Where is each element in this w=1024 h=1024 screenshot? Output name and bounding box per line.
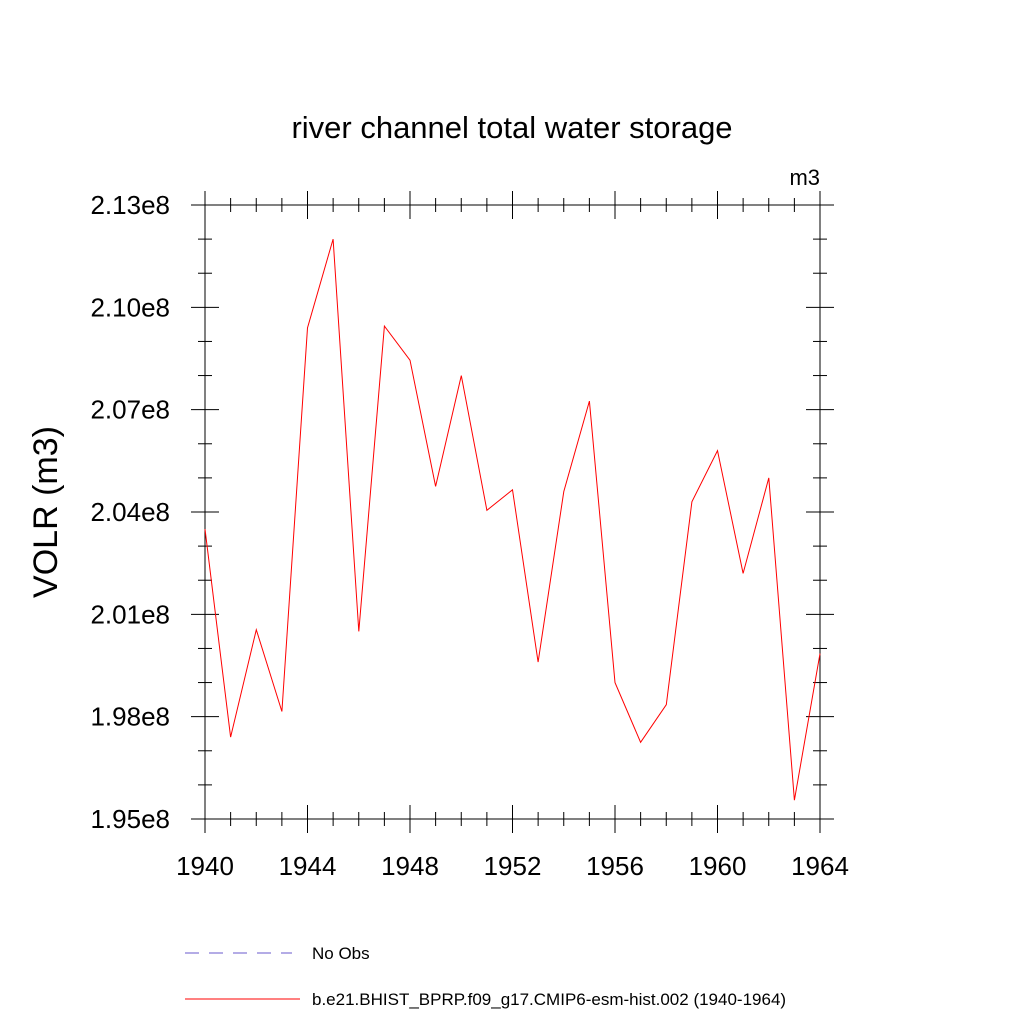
y-axis-label: VOLR (m3) bbox=[27, 426, 65, 598]
y-tick-label: 2.13e8 bbox=[90, 190, 170, 220]
series-line bbox=[204, 238, 821, 801]
legend: No Obs b.e21.BHIST_BPRP.f09_g17.CMIP6-es… bbox=[185, 944, 786, 1009]
chart-title: river channel total water storage bbox=[291, 110, 732, 145]
y-tick-label: 2.04e8 bbox=[90, 497, 170, 527]
x-tick-label: 1964 bbox=[791, 851, 849, 881]
x-tick-label: 1960 bbox=[689, 851, 747, 881]
axis-ticks bbox=[191, 191, 834, 833]
y-tick-label: 1.95e8 bbox=[90, 804, 170, 834]
x-tick-label: 1956 bbox=[586, 851, 644, 881]
legend-label-model: b.e21.BHIST_BPRP.f09_g17.CMIP6-esm-hist.… bbox=[312, 990, 786, 1009]
units-label: m3 bbox=[789, 165, 820, 190]
y-tick-label: 2.10e8 bbox=[90, 292, 170, 322]
x-tick-label: 1952 bbox=[484, 851, 542, 881]
y-tick-label: 2.07e8 bbox=[90, 395, 170, 425]
y-tick-label: 2.01e8 bbox=[90, 599, 170, 629]
x-tick-label: 1940 bbox=[176, 851, 234, 881]
y-tick-label: 1.98e8 bbox=[90, 702, 170, 732]
plot-frame bbox=[204, 204, 821, 820]
x-tick-label: 1944 bbox=[279, 851, 337, 881]
x-tick-label: 1948 bbox=[381, 851, 439, 881]
y-tick-labels: 1.95e8 1.98e8 2.01e8 2.04e8 2.07e8 2.10e8 2.13… bbox=[90, 190, 170, 834]
x-tick-labels: 1940 1944 1948 1952 1956 1960 1964 bbox=[176, 851, 849, 881]
legend-label-no-obs: No Obs bbox=[312, 944, 370, 963]
data-series bbox=[204, 238, 821, 801]
